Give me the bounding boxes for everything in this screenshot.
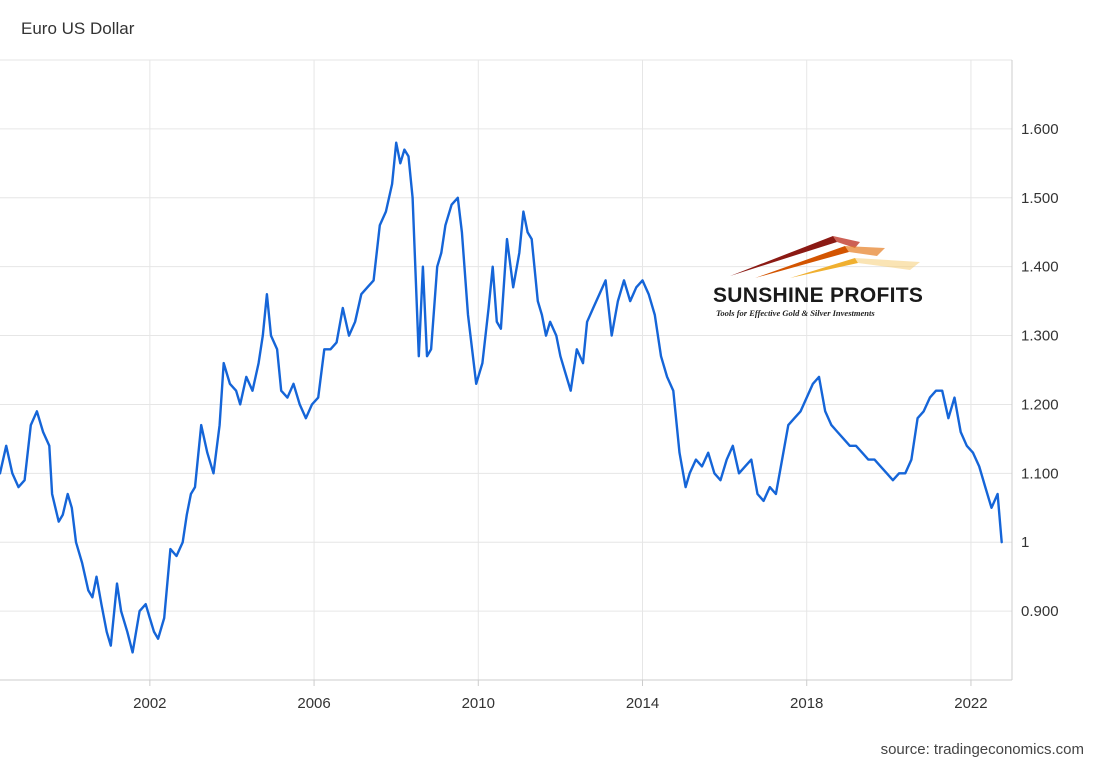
source-credit: source: tradingeconomics.com [880,741,1084,758]
x-tick-label: 2014 [626,695,659,712]
y-tick-label: 0.900 [1021,603,1059,620]
y-tick-label: 1.400 [1021,259,1059,276]
eur-usd-line [0,141,1003,654]
y-tick-label: 1.200 [1021,396,1059,413]
x-tick-label: 2010 [462,695,495,712]
x-tick-label: 2022 [954,695,987,712]
logo-name: SUNSHINE PROFITS [713,284,924,307]
y-tick-label: 1.300 [1021,328,1059,345]
sun-rays-icon [730,236,920,278]
grid-lines [0,59,1012,680]
axes [0,60,1013,686]
tick-labels: 0.900 1 1.100 1.200 1.300 1.400 1.500 1.600 2002… [133,121,1058,712]
chart-title: Euro US Dollar [21,19,135,38]
series-layer [0,141,1003,654]
y-tick-label: 1.100 [1021,465,1059,482]
x-tick-label: 2002 [133,695,166,712]
logo-tagline: Tools for Effective Gold & Silver Invest… [716,308,875,318]
y-tick-label: 1 [1021,534,1029,551]
y-tick-label: 1.600 [1021,121,1059,138]
y-tick-label: 1.500 [1021,190,1059,207]
sunshine-profits-logo: SUNSHINE PROFITS Tools for Effective Gol… [705,218,950,328]
x-tick-label: 2018 [790,695,823,712]
x-tick-label: 2006 [297,695,330,712]
